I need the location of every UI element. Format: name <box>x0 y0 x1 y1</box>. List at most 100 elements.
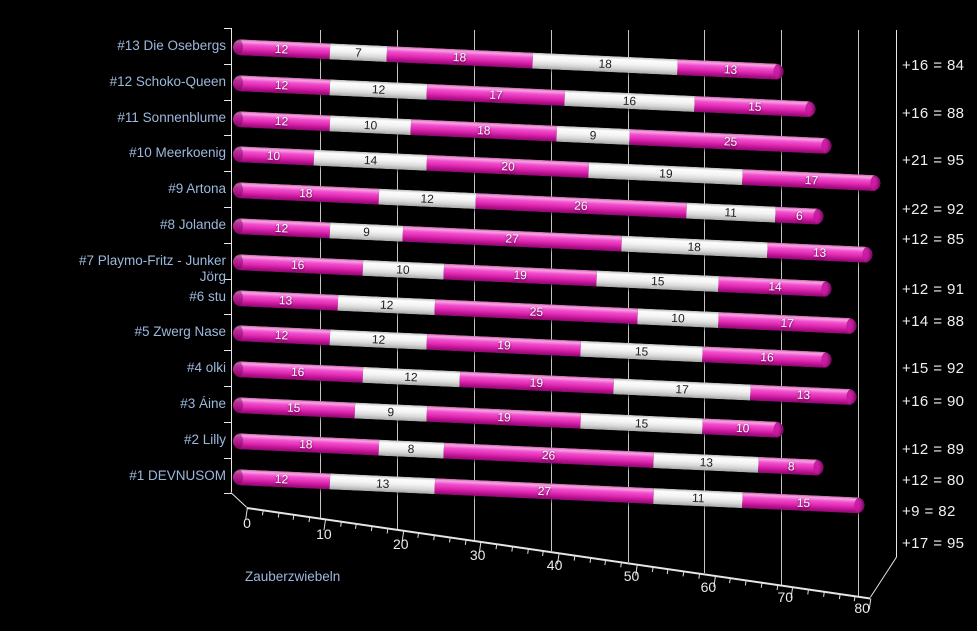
segment-value-label: 16 <box>622 93 637 109</box>
x-axis-tick-label: 80 <box>854 599 870 616</box>
stacked-bar: 18 12 26 11 6 <box>232 182 825 226</box>
bar-segment: 14 <box>313 150 428 172</box>
bar-segment: 7 <box>329 43 388 62</box>
bar-segment: 19 <box>426 334 582 358</box>
y-axis-tick <box>224 278 232 280</box>
bar-segment: 13 <box>766 242 873 264</box>
bar-end-cap <box>853 496 865 514</box>
segment-value-label: 13 <box>796 387 811 403</box>
segment-value-label: 27 <box>537 483 552 499</box>
stacked-bar: 12 9 27 18 13 <box>232 218 873 264</box>
segment-value-label: 11 <box>691 490 705 505</box>
bar-segment: 12 <box>329 79 428 100</box>
x-axis-tick-label: 20 <box>393 536 409 553</box>
category-label: #2 Lilly <box>183 431 226 447</box>
segment-value-label: 9 <box>362 224 371 240</box>
category-label: #8 Jolande <box>159 217 226 232</box>
stacked-bar: 12 12 19 15 16 <box>232 325 833 369</box>
bar-segment: 15 <box>580 341 703 363</box>
bar-end-cap <box>845 317 857 334</box>
gridline <box>396 30 398 529</box>
bar-segment: 12 <box>232 39 331 60</box>
bar-segment: 17 <box>742 169 881 192</box>
segment-value-label: 12 <box>274 328 289 343</box>
category-label: #1 DEVNUSOM <box>129 467 226 483</box>
segment-value-label: 12 <box>274 220 289 236</box>
x-axis-tick <box>573 555 576 561</box>
row-total-annotation: +12 = 89 <box>902 441 965 458</box>
x-axis-tick <box>277 512 280 518</box>
x-axis-tick-label: 0 <box>243 515 251 531</box>
segment-value-label: 15 <box>747 99 762 114</box>
bar-segment: 18 <box>621 235 768 259</box>
segment-value-label: 10 <box>266 148 281 164</box>
gridline <box>858 30 860 596</box>
segment-value-label: 12 <box>404 369 418 385</box>
y-axis-tick <box>224 242 232 244</box>
x-axis-tick <box>495 544 498 550</box>
bar-segment: 18 <box>386 45 533 69</box>
gridline <box>781 30 783 585</box>
segment-value-label: 12 <box>274 471 289 487</box>
bar-segment: 12 <box>378 188 477 210</box>
x-axis-tick <box>261 510 264 516</box>
segment-value-label: 8 <box>787 459 795 474</box>
segment-value-label: 6 <box>795 208 804 224</box>
stacked-bar: 12 10 18 9 25 <box>232 110 833 154</box>
row-total-annotation: +21 = 95 <box>902 152 965 169</box>
bar-segment: 16 <box>701 346 833 369</box>
x-axis-tick <box>666 569 669 575</box>
category-label: #10 Meerkoenig <box>129 145 226 161</box>
segment-value-label: 15 <box>286 400 301 416</box>
y-axis-tick <box>224 314 232 316</box>
x-axis-tick <box>339 521 342 527</box>
segment-value-label: 17 <box>675 382 690 397</box>
segment-value-label: 27 <box>505 231 520 246</box>
bar-segment: 19 <box>459 371 614 395</box>
segment-value-label: 17 <box>488 87 503 103</box>
segment-value-label: 18 <box>476 122 491 138</box>
bar-segment: 13 <box>653 451 760 473</box>
category-label: #5 Zwerg Nase <box>134 324 226 340</box>
segment-value-label: 15 <box>634 416 649 431</box>
row-total-annotation: +16 = 90 <box>902 393 965 410</box>
x-axis-tick <box>822 591 825 597</box>
stacked-bar: 18 8 26 13 8 <box>232 432 825 476</box>
bar-segment: 16 <box>564 89 695 112</box>
x-axis-tick <box>417 532 420 538</box>
segment-value-label: 13 <box>278 292 293 308</box>
gridline <box>550 30 552 552</box>
bar-segment: 15 <box>580 412 703 435</box>
x-axis-tick <box>698 573 700 579</box>
bar-segment: 19 <box>588 162 744 186</box>
bar-segment: 15 <box>693 95 816 118</box>
bar-segment: 12 <box>329 329 428 351</box>
gridline <box>627 30 629 563</box>
x-axis-tick-label: 40 <box>546 557 563 574</box>
segment-value-label: 19 <box>513 267 528 283</box>
bar-segment: 27 <box>402 225 622 252</box>
row-total-annotation: +17 = 95 <box>902 535 965 552</box>
stacked-bar: 10 14 20 19 17 <box>232 146 881 192</box>
bar-segment: 9 <box>329 222 404 242</box>
bar-segment: 11 <box>653 487 744 508</box>
row-total-annotation: +9 = 82 <box>902 503 956 520</box>
segment-value-label: 15 <box>634 344 649 360</box>
y-axis-tick <box>224 99 232 101</box>
bar-segment: 15 <box>742 491 865 514</box>
bar-segment: 10 <box>637 307 719 328</box>
x-axis-title: Zauberzwiebeln <box>245 569 341 584</box>
x-axis-tick <box>682 571 685 577</box>
category-label: #12 Schoko-Queen <box>109 73 226 89</box>
bar-segment: 12 <box>232 110 331 131</box>
segment-value-label: 18 <box>298 186 313 201</box>
bar-segment: 13 <box>232 289 339 311</box>
stacked-bar: 15 9 19 15 10 <box>232 397 784 438</box>
bar-segment: 10 <box>232 146 315 167</box>
bar-segment: 18 <box>410 118 558 142</box>
y-axis <box>231 28 232 492</box>
x-axis-tick-label: 50 <box>623 568 640 584</box>
row-total-annotation: +12 = 80 <box>902 472 965 489</box>
gridline <box>704 30 706 574</box>
